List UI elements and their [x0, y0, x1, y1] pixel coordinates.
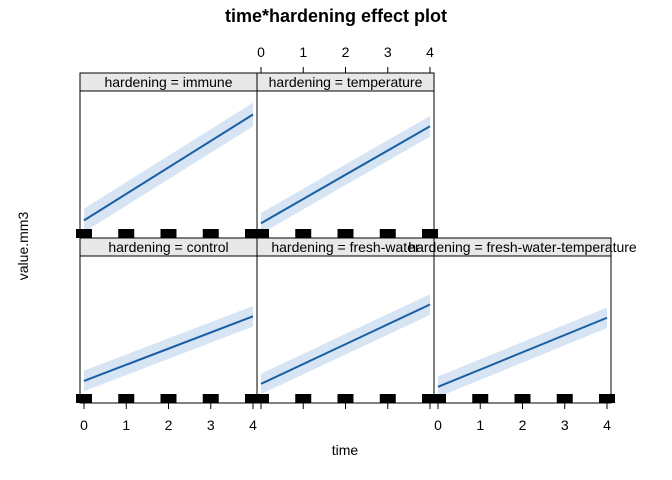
x-tick-label: 2 [519, 417, 527, 433]
rug-mark [514, 394, 531, 403]
rug-mark [118, 394, 135, 403]
x-axis-label: time [332, 442, 359, 458]
panel-strip-label: hardening = temperature [269, 74, 423, 90]
x-tick-label: 4 [249, 417, 257, 433]
fit-line [260, 303, 431, 385]
fit-line [83, 315, 254, 382]
chart-title: time*hardening effect plot [225, 6, 447, 26]
panel-strip-label: hardening = immune [104, 74, 232, 90]
rug-mark [76, 394, 92, 403]
x-tick-label: 4 [603, 417, 611, 433]
rug-mark [253, 394, 269, 403]
rug-mark [295, 394, 312, 403]
x-tick-label: 0 [257, 44, 265, 60]
x-tick-label: 0 [80, 417, 88, 433]
rug-mark [337, 394, 354, 403]
panel-0: hardening = immune [76, 72, 261, 239]
panel-strip-label: hardening = fresh-water [271, 239, 420, 255]
y-axis-label: value.mm3 [15, 212, 31, 281]
panel-grid: hardening = immune hardening = temperatur… [76, 72, 637, 404]
rug-mark [118, 229, 135, 238]
x-tick-label: 0 [434, 417, 442, 433]
panel-4: hardening = fresh-water-temperature [408, 237, 637, 404]
x-tick-label: 3 [561, 417, 569, 433]
axes: 0 1 2 3 4 0 1 2 3 4 0 1 2 3 4 [80, 44, 611, 433]
panel-3: hardening = fresh-water [253, 237, 438, 404]
rug-mark [202, 394, 219, 403]
panel-strip-label: hardening = fresh-water-temperature [408, 239, 637, 255]
rug-mark [160, 229, 177, 238]
rug-mark [379, 229, 396, 238]
rug-mark [253, 229, 269, 238]
panel-1: hardening = temperature [253, 72, 438, 239]
rug-mark [202, 229, 219, 238]
rug-mark [76, 229, 92, 238]
panel-strip-label: hardening = control [108, 239, 228, 255]
rug-mark [599, 394, 615, 403]
x-tick-label: 2 [165, 417, 173, 433]
rug-mark [337, 229, 354, 238]
x-tick-label: 2 [342, 44, 350, 60]
rug-mark [422, 229, 438, 238]
fit-line [437, 316, 608, 388]
rug-mark [556, 394, 573, 403]
rug-mark [472, 394, 489, 403]
fit-line [83, 113, 254, 222]
rug-mark [379, 394, 396, 403]
panel-2: hardening = control [76, 237, 261, 404]
rug-mark [160, 394, 177, 403]
x-tick-label: 1 [122, 417, 130, 433]
x-tick-label: 3 [207, 417, 215, 433]
fit-line [260, 125, 431, 225]
x-tick-label: 1 [476, 417, 484, 433]
x-tick-label: 3 [384, 44, 392, 60]
x-tick-label: 1 [299, 44, 307, 60]
rug-mark [430, 394, 446, 403]
rug-mark [295, 229, 312, 238]
x-tick-label: 4 [426, 44, 434, 60]
